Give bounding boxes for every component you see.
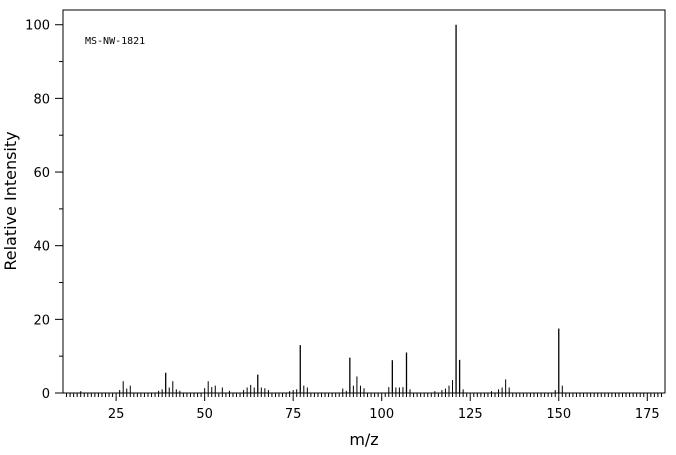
y-tick-label: 100 bbox=[25, 19, 50, 34]
x-tick-label: 100 bbox=[369, 407, 394, 422]
x-axis-ticks: 25 50 75 100 125 150 175 bbox=[108, 393, 660, 422]
minor-ticks bbox=[59, 61, 662, 397]
y-tick-label: 60 bbox=[33, 166, 50, 181]
spectrum-annotation: MS-NW-1821 bbox=[85, 36, 145, 47]
y-tick-label: 0 bbox=[42, 387, 50, 402]
x-tick-label: 25 bbox=[108, 407, 125, 422]
y-tick-label: 20 bbox=[33, 313, 50, 328]
x-tick-label: 125 bbox=[458, 407, 483, 422]
x-tick-label: 50 bbox=[196, 407, 213, 422]
spectrum-peaks bbox=[80, 24, 563, 393]
y-tick-label: 80 bbox=[33, 92, 50, 107]
x-tick-label: 150 bbox=[546, 407, 571, 422]
x-axis-label: m/z bbox=[349, 430, 378, 449]
x-tick-label: 75 bbox=[285, 407, 302, 422]
x-tick-label: 175 bbox=[635, 407, 660, 422]
y-tick-label: 40 bbox=[33, 240, 50, 255]
y-axis-ticks: 0 20 40 60 80 100 bbox=[25, 19, 63, 402]
y-axis-label: Relative Intensity bbox=[1, 131, 20, 270]
plot-frame bbox=[62, 9, 666, 394]
